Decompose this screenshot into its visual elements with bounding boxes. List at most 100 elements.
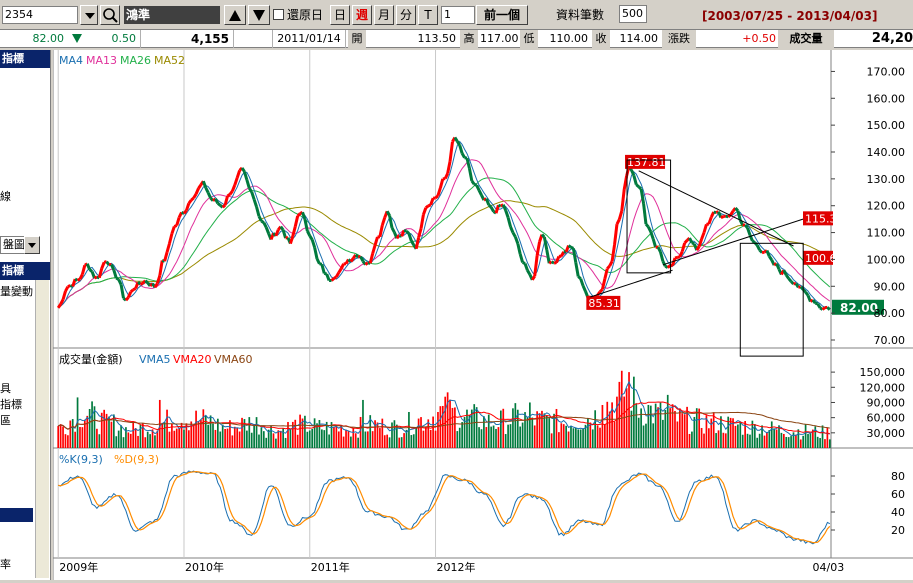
volume-bar [788, 437, 790, 448]
ma-legend-item: MA26 [120, 54, 151, 67]
price-segment [615, 224, 617, 245]
price-segment [423, 208, 425, 215]
price-segment [578, 277, 580, 279]
volume-bar [425, 426, 427, 448]
stock-code-input[interactable]: 2354 [2, 6, 78, 24]
volume-bar [749, 435, 751, 448]
next-stock-button[interactable] [248, 5, 270, 25]
volume-bar [807, 434, 809, 448]
restore-checkbox[interactable] [273, 9, 284, 20]
price-segment [174, 225, 176, 226]
x-tick-label: 2010年 [185, 560, 224, 574]
volume-bar [285, 438, 287, 448]
sidebar-item-vol-change[interactable]: 量變動 [0, 283, 33, 299]
volume-bar [710, 419, 712, 448]
volume-bar [677, 421, 679, 448]
volume-bar [449, 400, 451, 448]
price-segment [332, 278, 334, 280]
volume-bar [256, 417, 258, 448]
volume-bar [737, 424, 739, 448]
price-segment [254, 199, 256, 206]
price-segment [445, 173, 447, 178]
sidebar-scrollbar[interactable] [35, 280, 49, 578]
price-segment [581, 279, 583, 286]
price-segment [440, 179, 442, 188]
volume-bar [773, 428, 775, 448]
volume-bar [357, 438, 359, 448]
sidebar: 指標 線 盤圖 指標 量變動 具 指標 區 率 [0, 50, 51, 580]
volume-bar [241, 418, 243, 448]
price-segment [169, 234, 171, 244]
sidebar-item-area[interactable]: 區 [0, 412, 11, 428]
volume-bar [785, 437, 787, 448]
price-segment [155, 283, 157, 287]
open-value: 113.50 [368, 30, 458, 48]
volume-bar [664, 410, 666, 448]
price-segment [426, 206, 428, 208]
sidebar-selected-item[interactable] [0, 508, 33, 522]
record-count-input[interactable]: 500 [619, 5, 647, 23]
volume-bar [747, 434, 749, 448]
volume-bar [343, 437, 345, 448]
volume-bar [568, 432, 570, 448]
volume-bar [205, 416, 207, 448]
price-segment [82, 265, 84, 274]
volume-bar [488, 415, 490, 448]
volume-bar [481, 429, 483, 448]
price-segment [752, 241, 754, 243]
period-week-button[interactable]: 週 [352, 5, 372, 25]
period-count-select[interactable]: 1 [441, 6, 475, 24]
price-segment [448, 161, 450, 173]
stock-code-dropdown-button[interactable] [80, 5, 98, 25]
price-segment [622, 190, 624, 211]
price-segment [138, 282, 140, 284]
vol-y-tick-label: 120,000 [860, 381, 906, 394]
prev-stock-button[interactable] [224, 5, 246, 25]
prev-button[interactable]: 前一個 [476, 5, 528, 25]
volume-bar [309, 430, 311, 448]
sidebar-item-rate[interactable]: 率 [0, 556, 11, 572]
period-tick-button[interactable]: T [418, 5, 438, 25]
volume-bar [558, 432, 560, 448]
volume-bar [157, 431, 159, 448]
kd-legend-item: %K(9,3) [59, 453, 103, 466]
volume-bar [270, 425, 272, 448]
volume-bar [452, 408, 454, 448]
volume-bar [790, 436, 792, 448]
volume-bar [132, 422, 134, 448]
period-month-button[interactable]: 月 [374, 5, 394, 25]
volume-bar [689, 434, 691, 448]
volume-bar [195, 411, 197, 448]
sidebar-select-dropdown[interactable] [24, 236, 40, 254]
price-segment [460, 145, 462, 153]
period-day-button[interactable]: 日 [330, 5, 350, 25]
sidebar-item-tool[interactable]: 具 [0, 380, 11, 396]
price-segment [668, 266, 670, 268]
period-minute-button[interactable]: 分 [396, 5, 416, 25]
volume-bar [234, 427, 236, 448]
ma13-line [58, 160, 830, 308]
volume-bar [290, 428, 292, 448]
volume-bar [183, 430, 185, 448]
price-segment [472, 181, 474, 184]
price-segment [605, 269, 607, 279]
chevron-down-icon [85, 13, 95, 19]
d-line [58, 472, 830, 543]
price-segment [351, 258, 353, 261]
price-segment [390, 216, 392, 228]
volume-bar [94, 406, 96, 448]
price-segment [249, 188, 251, 192]
volume-bar [57, 426, 59, 448]
volume-bar [616, 397, 618, 448]
y-tick-label: 120.00 [867, 200, 906, 213]
vol-legend-item: VMA20 [173, 353, 212, 366]
quote-price: 82.00 [20, 30, 64, 48]
price-segment [457, 141, 459, 145]
price-segment [184, 211, 186, 214]
volume-bar [461, 422, 463, 448]
price-segment [786, 275, 788, 278]
search-button[interactable] [100, 5, 120, 25]
volume-bar [805, 424, 807, 448]
volume-bar [459, 428, 461, 448]
sidebar-item-indicator[interactable]: 指標 [0, 396, 22, 412]
